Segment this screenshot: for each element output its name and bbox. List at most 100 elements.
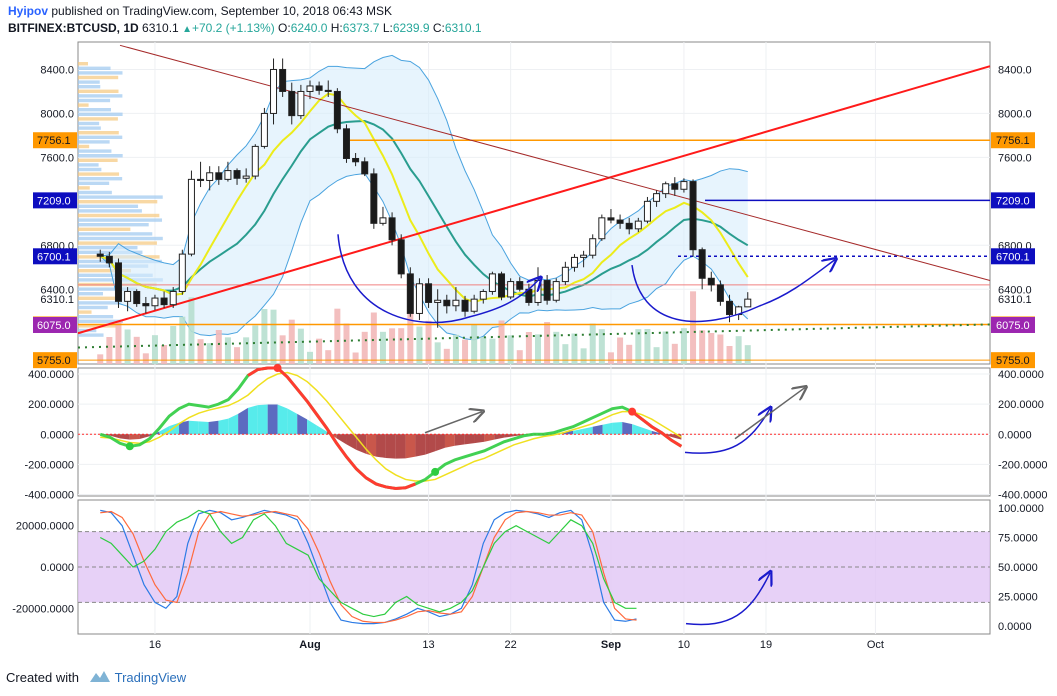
candle-body xyxy=(361,161,369,175)
volume-bar xyxy=(562,344,569,364)
volume-bar xyxy=(179,316,186,364)
macd-histogram xyxy=(139,434,150,440)
macd-histogram xyxy=(602,422,613,435)
volume-profile-bar xyxy=(78,305,108,310)
candle-body xyxy=(680,181,688,190)
candle-body xyxy=(406,273,414,314)
volume-bar xyxy=(726,346,733,364)
price-tag-right-text: 5755.0 xyxy=(996,355,1030,367)
volume-profile-bar xyxy=(78,112,123,116)
volume-bar xyxy=(580,348,587,364)
candle-body xyxy=(160,297,168,306)
symbol-name: BITFINEX:BTCUSD, 1D xyxy=(8,21,139,35)
symbol-info: BITFINEX:BTCUSD, 1D 6310.1 ▲+70.2 (+1.13… xyxy=(8,20,482,38)
candle-body xyxy=(251,145,259,177)
volume-profile-bar xyxy=(78,246,138,250)
macd-histogram xyxy=(208,420,219,435)
volume-bar xyxy=(425,320,432,364)
candle-body xyxy=(580,254,588,258)
high-value: 6373.7 xyxy=(342,21,380,35)
candle-body xyxy=(388,217,396,241)
volume-profile-bar xyxy=(78,98,111,103)
pane-frame xyxy=(77,367,991,497)
candle-body xyxy=(689,181,697,251)
volume-profile-bar xyxy=(78,223,149,227)
candle-body xyxy=(598,217,606,240)
volume-profile-bar xyxy=(78,94,123,98)
last-price-axis-left: 6310.1 xyxy=(40,294,74,306)
macd-histogram xyxy=(346,434,357,450)
macd-histogram xyxy=(228,413,239,435)
candle-body xyxy=(270,68,278,114)
volume-profile-bar xyxy=(78,200,158,204)
candle-body xyxy=(288,90,296,117)
created-with-text: Created with xyxy=(6,670,79,685)
tradingview-brand[interactable]: TradingView xyxy=(114,670,187,685)
osc-axis-label-left: -400.0000 xyxy=(24,489,74,501)
volume-bar xyxy=(589,323,596,364)
time-axis-label: 10 xyxy=(678,639,690,651)
macd-histogram xyxy=(366,434,377,457)
volume-bar xyxy=(607,352,614,364)
macd-histogram xyxy=(592,424,603,435)
volume-profile-bar xyxy=(78,108,111,112)
candle-body xyxy=(224,170,232,180)
macd-histogram xyxy=(513,434,524,437)
volume-bar xyxy=(215,330,222,364)
volume-bar xyxy=(644,329,651,364)
macd-histogram xyxy=(622,422,633,435)
candle-body xyxy=(279,68,287,92)
price-tag-left xyxy=(33,316,77,333)
chart-area[interactable]: 16 Aug 13 22 Sep 10 19 Oct 8400.0 8400.0 8000.0 800… xyxy=(0,38,1057,668)
candle-body xyxy=(643,200,651,222)
price-tag-right-text: 7209.0 xyxy=(996,195,1030,207)
volume-profile-bar xyxy=(78,71,123,75)
volume-profile-bar xyxy=(78,149,112,153)
time-axis-label: 13 xyxy=(422,639,434,651)
price-tag-left xyxy=(33,352,77,369)
volume-profile-bar xyxy=(78,232,153,236)
candle-body xyxy=(488,273,496,292)
price-tag-left-text: 7756.1 xyxy=(37,135,71,147)
cup-curve-right xyxy=(631,260,835,323)
stoch-axis-label-right: 75.0000 xyxy=(998,533,1038,545)
volume-bar xyxy=(717,334,724,364)
volume-profile-bar xyxy=(78,163,99,167)
volume-bar xyxy=(224,337,231,364)
volume-bar xyxy=(261,309,268,364)
price-tag-right-text: 6700.1 xyxy=(996,251,1030,263)
author-name[interactable]: Hyipov xyxy=(8,4,49,18)
stoch-axis-label-right: 25.0000 xyxy=(998,592,1038,604)
footer: Created with TradingView xyxy=(6,668,186,689)
up-arrow-icon: ▲ xyxy=(182,24,192,35)
open-value: 6240.0 xyxy=(290,21,328,35)
cross-dot xyxy=(273,364,282,372)
macd-histogram xyxy=(287,408,298,435)
volume-profile-bar xyxy=(78,126,101,130)
rising-trendline xyxy=(77,65,991,335)
price-tag-right xyxy=(991,192,1035,209)
volume-profile-bar xyxy=(78,195,163,199)
osc-axis-label-left: 0.0000 xyxy=(40,429,74,441)
volume-bar xyxy=(626,344,633,364)
candle-body xyxy=(142,303,150,307)
macd-histogram xyxy=(267,404,278,435)
stoch-axis-label-right: 50.0000 xyxy=(998,562,1038,574)
volume-profile-bar xyxy=(78,218,163,222)
macd-histogram xyxy=(179,420,189,435)
volume-profile-bar xyxy=(78,269,131,273)
candle-body xyxy=(607,217,615,221)
volume-bar xyxy=(416,326,423,364)
volume-bar xyxy=(434,342,441,364)
candle-body xyxy=(498,273,506,298)
volume-bar xyxy=(653,347,660,364)
volume-bar xyxy=(498,320,505,364)
macd-histogram xyxy=(247,405,258,435)
candle-body xyxy=(397,239,405,275)
candle-body xyxy=(233,170,241,179)
candle-body xyxy=(479,290,487,300)
volume-bar xyxy=(316,338,323,364)
volume-profile-bar xyxy=(78,75,119,80)
price-tag-right-text: 7756.1 xyxy=(996,135,1030,147)
high-label: H: xyxy=(330,21,343,35)
